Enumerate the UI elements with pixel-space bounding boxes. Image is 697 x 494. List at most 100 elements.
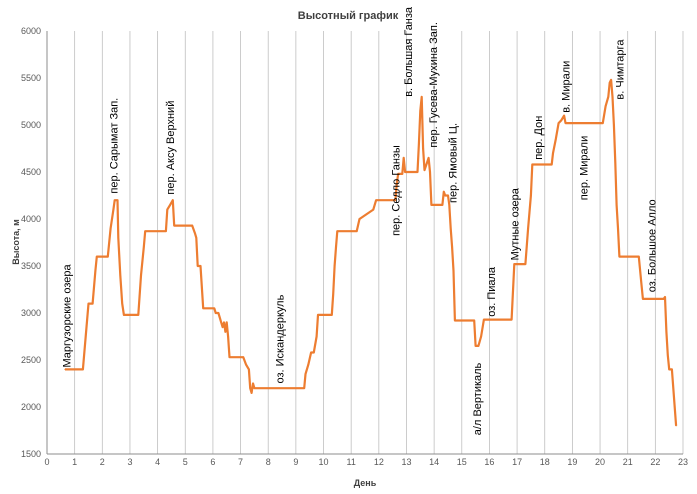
annotation-label: пер. Седло Ганзы: [391, 145, 403, 236]
data-point: [336, 230, 338, 232]
data-point: [303, 387, 305, 389]
y-tick-label: 3500: [21, 261, 41, 271]
data-point: [564, 122, 567, 124]
data-point: [602, 122, 604, 124]
data-point: [169, 204, 171, 206]
data-point: [213, 307, 215, 309]
x-tick-label: 10: [319, 457, 329, 467]
data-point: [242, 356, 244, 358]
data-point: [82, 368, 84, 370]
data-point: [397, 173, 399, 175]
data-point: [448, 204, 450, 206]
data-point: [613, 124, 615, 126]
data-point: [144, 230, 146, 232]
data-point: [664, 296, 666, 298]
data-point: [454, 319, 456, 322]
data-point: [473, 319, 475, 322]
y-tick-label: 5500: [21, 73, 41, 83]
data-point: [551, 163, 553, 166]
annotation-label: в. Большая Ганза: [403, 6, 415, 97]
data-point: [607, 96, 609, 98]
data-point: [611, 96, 614, 98]
annotation-label: оз. Большое Алло: [646, 199, 658, 292]
data-point: [451, 246, 453, 248]
annotation-label: пер. Мирали: [579, 136, 591, 200]
y-tick-label: 4500: [21, 167, 41, 177]
annotation-label: а/л Вертикаль: [472, 362, 484, 435]
data-point: [87, 303, 90, 305]
data-point: [443, 191, 445, 193]
data-point: [428, 157, 430, 159]
data-point: [197, 265, 199, 267]
y-tick-label: 6000: [21, 26, 41, 36]
data-point: [667, 354, 669, 356]
data-point: [450, 227, 452, 229]
data-point: [96, 256, 98, 258]
x-tick-label: 17: [512, 457, 522, 467]
annotation-label: пер. Дон: [533, 116, 545, 160]
data-point: [199, 265, 202, 267]
data-point: [640, 284, 643, 286]
data-point: [394, 199, 396, 201]
data-point: [429, 171, 431, 173]
data-point: [215, 312, 217, 314]
x-tick-label: 3: [127, 457, 132, 467]
data-point: [94, 270, 96, 272]
data-point: [253, 387, 255, 389]
data-point: [447, 194, 449, 197]
data-point: [166, 209, 168, 211]
data-point: [121, 303, 123, 305]
x-tick-label: 9: [293, 457, 298, 467]
data-point: [614, 162, 616, 164]
data-point: [220, 321, 222, 323]
data-point: [217, 312, 219, 314]
data-point: [674, 406, 676, 408]
x-tick-label: 22: [650, 457, 660, 467]
data-point: [477, 345, 479, 347]
data-point: [441, 204, 443, 206]
data-point: [618, 256, 621, 258]
x-tick-label: 2: [100, 457, 105, 467]
data-point: [317, 314, 319, 316]
y-axis-label: Высота, м: [11, 219, 21, 265]
series-line: [65, 78, 678, 426]
data-point: [224, 331, 226, 333]
x-tick-label: 11: [347, 457, 356, 467]
data-point: [123, 314, 125, 316]
y-tick-label: 3000: [21, 308, 41, 318]
x-tick-label: 13: [401, 457, 411, 467]
data-point: [555, 138, 557, 140]
y-tick-label: 2000: [21, 402, 41, 412]
data-point: [665, 331, 668, 333]
data-point: [222, 326, 224, 328]
x-tick-label: 21: [623, 457, 633, 467]
data-point: [313, 351, 315, 354]
x-tick-label: 20: [595, 457, 605, 467]
data-point: [251, 392, 253, 394]
data-point: [668, 368, 670, 370]
data-point: [421, 96, 423, 98]
data-point: [335, 246, 337, 248]
data-point: [401, 173, 403, 175]
y-tick-label: 2500: [21, 355, 41, 365]
data-point: [404, 171, 406, 173]
data-point: [173, 225, 175, 227]
x-tick-label: 23: [678, 457, 688, 467]
data-point: [117, 237, 119, 239]
data-point: [107, 256, 109, 258]
x-tick-label: 18: [540, 457, 550, 467]
y-tick-label: 1500: [21, 449, 41, 459]
annotation-label: Мутные озера: [510, 187, 522, 260]
data-point: [227, 335, 229, 338]
data-point: [452, 270, 455, 272]
data-point: [358, 218, 361, 220]
data-point: [114, 199, 116, 201]
data-point: [671, 368, 673, 370]
data-point: [249, 387, 251, 389]
data-point: [558, 122, 560, 124]
data-point: [609, 82, 611, 84]
data-point: [85, 335, 87, 338]
data-point: [64, 368, 66, 370]
x-tick-label: 4: [155, 457, 160, 467]
